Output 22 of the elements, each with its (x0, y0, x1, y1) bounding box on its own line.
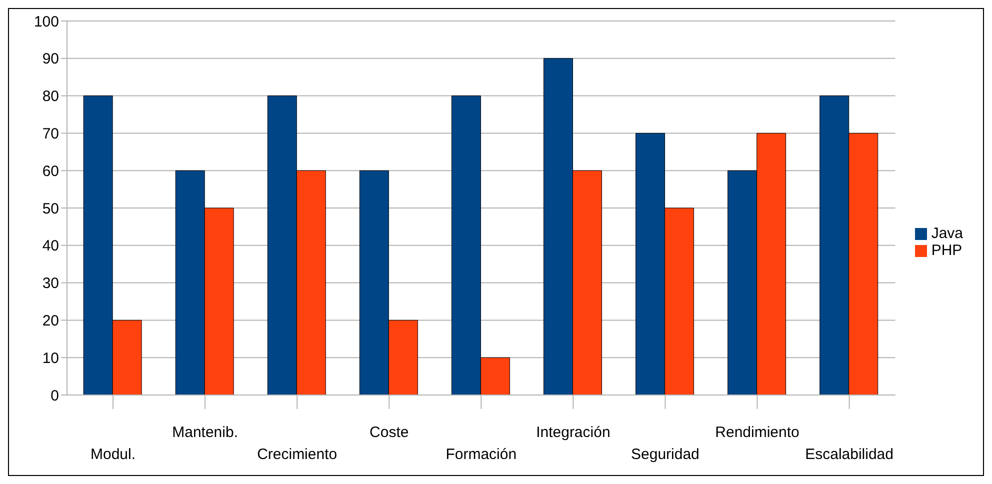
x-tick-label: Escalabilidad (805, 446, 894, 463)
y-tick-label: 30 (42, 275, 59, 292)
x-tick-label: Mantenib. (172, 424, 238, 441)
y-tick-label: 90 (42, 50, 59, 68)
x-tick-label: Seguridad (631, 446, 700, 463)
x-tick-label: Integración (536, 424, 610, 441)
legend-label: Java (931, 225, 963, 242)
legend-label: PHP (931, 242, 962, 259)
y-tick-label: 10 (42, 350, 59, 367)
y-tick-label: 40 (42, 238, 59, 255)
y-tick-label: 100 (34, 13, 59, 30)
y-tick-label: 60 (42, 162, 59, 180)
y-tick-label: 70 (42, 126, 59, 143)
x-tick-label: Modul. (90, 446, 136, 463)
y-tick-label: 0 (50, 387, 59, 404)
y-tick-label: 80 (42, 88, 59, 106)
x-tick-label: Crecimiento (257, 446, 338, 463)
y-tick-label: 20 (42, 312, 59, 330)
y-tick-label: 50 (42, 200, 59, 218)
x-tick-label: Formación (446, 446, 517, 463)
x-tick-label: Coste (370, 424, 409, 441)
x-tick-label: Rendimiento (715, 424, 800, 441)
